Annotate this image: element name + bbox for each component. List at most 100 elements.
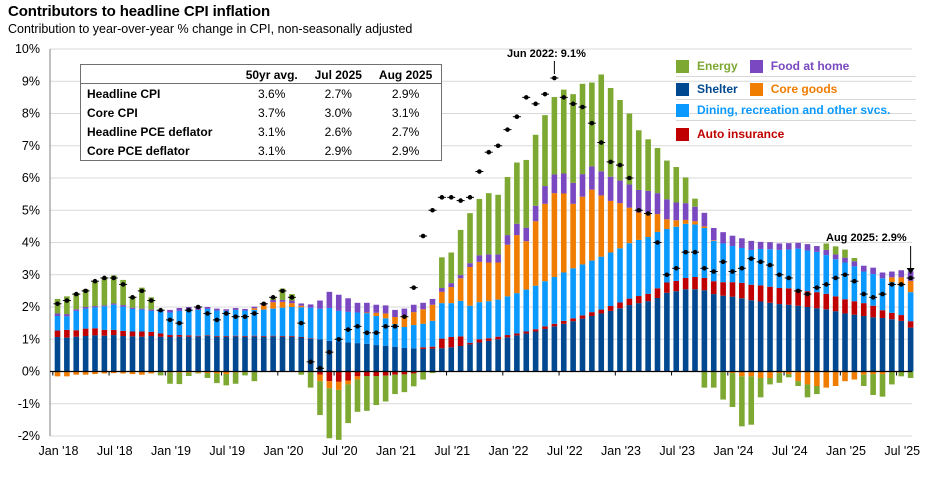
bar-segment-energy [795, 381, 801, 387]
axes [49, 49, 912, 436]
bar-segment-dining-recreation-and-other-svcs [110, 304, 117, 330]
bar-segment-core-goods [401, 315, 408, 327]
bar-segment-shelter [195, 336, 201, 372]
bar-segment-dining-recreation-and-other-svcs [598, 256, 605, 310]
bar-segment-food-at-home [523, 227, 530, 242]
y-tick-label: 3% [22, 268, 40, 282]
bar-segment-dining-recreation-and-other-svcs [270, 308, 276, 336]
bar-segment-shelter [251, 336, 258, 372]
stats-cell: 2.7% [391, 124, 420, 139]
bar-segment-auto-insurance [157, 333, 164, 337]
annotation-arrows [553, 61, 915, 274]
bar-segment-shelter [551, 326, 558, 372]
bar-segment-food-at-home [345, 298, 351, 312]
stats-cell: 2.6% [324, 124, 352, 139]
bar-segment-shelter [364, 343, 370, 372]
stats-cell: 2.7% [324, 86, 352, 101]
stats-row: Core CPI 3.7% 3.0% 3.1% [81, 103, 442, 122]
bar-segment-energy [607, 88, 614, 177]
bar-segment-auto-insurance [354, 371, 361, 377]
bar-segment-food-at-home [654, 193, 661, 215]
bar-segment-core-goods [429, 304, 436, 321]
stats-cell: 3.0% [324, 105, 352, 120]
bar-segment-shelter [382, 345, 389, 372]
bar-segment-food-at-home [889, 271, 895, 278]
legend-row: Energy Food at home [676, 56, 916, 77]
bar-segment-core-goods [139, 371, 145, 375]
y-tick-label: 9% [22, 74, 40, 88]
stats-row: Headline CPI 3.6% 2.7% 2.9% [81, 84, 442, 104]
y-tick-label: 6% [22, 171, 40, 185]
bar-segment-dining-recreation-and-other-svcs [860, 271, 867, 304]
bar-segment-auto-insurance [476, 339, 483, 343]
bar-segment-dining-recreation-and-other-svcs [617, 248, 623, 303]
bar-segment-energy [457, 229, 464, 276]
stats-row-label: Core PCE deflator [87, 143, 190, 158]
bar-segment-energy [448, 252, 455, 284]
bar-segment-auto-insurance [664, 282, 670, 293]
bar-segment-auto-insurance [842, 299, 848, 314]
bar-segment-dining-recreation-and-other-svcs [626, 243, 633, 299]
bar-segment-shelter [467, 344, 473, 372]
bar-segment-shelter [167, 336, 173, 372]
bar-segment-shelter [345, 342, 351, 372]
bar-segment-dining-recreation-and-other-svcs [64, 316, 70, 330]
bar-segment-auto-insurance [823, 293, 830, 310]
bar-segment-dining-recreation-and-other-svcs [439, 303, 445, 339]
bar-segment-shelter [860, 316, 867, 372]
bar-segment-food-at-home [410, 304, 417, 313]
bar-segment-shelter [842, 313, 848, 372]
bar-segment-food-at-home [739, 238, 745, 248]
x-axis-ticks: Jan '18 Jul '18 Jan '19 Jul '19 Jan '20 Jul '… [39, 371, 920, 458]
legend-row: Auto insurance [676, 124, 916, 144]
bar-segment-energy [626, 113, 633, 185]
bar-segment-food-at-home [589, 166, 595, 190]
bar-segment-shelter [532, 331, 539, 372]
bar-segment-core-goods [654, 214, 661, 232]
bar-segment-dining-recreation-and-other-svcs [420, 323, 426, 348]
bar-segment-core-goods [635, 212, 642, 240]
bar-segment-dining-recreation-and-other-svcs [139, 309, 145, 332]
bar-segment-energy [439, 257, 445, 288]
bar-segment-core-goods [101, 371, 108, 374]
bar-segment-food-at-home [420, 302, 426, 310]
bar-segment-auto-insurance [92, 328, 98, 336]
bar-segment-auto-insurance [345, 371, 351, 381]
bar-segment-auto-insurance [195, 335, 201, 337]
bar-segment-dining-recreation-and-other-svcs [289, 307, 295, 337]
bar-segment-energy [757, 377, 764, 398]
bar-segment-energy [814, 386, 820, 395]
bar-segment-food-at-home [757, 241, 764, 249]
bar-segment-shelter [560, 323, 567, 372]
bar-segment-energy [645, 139, 651, 191]
bar-segment-food-at-home [514, 223, 520, 236]
bar-segment-energy [889, 371, 895, 385]
bar-segment-core-goods [570, 203, 576, 269]
bar-segment-dining-recreation-and-other-svcs [382, 318, 389, 346]
bar-segment-food-at-home [635, 189, 642, 213]
stats-cell: 3.1% [391, 105, 420, 120]
bar-segment-auto-insurance [439, 338, 445, 349]
bar-segment-core-goods [692, 221, 698, 225]
bar-segment-auto-insurance [467, 342, 473, 345]
bar-segment-core-goods [54, 371, 61, 377]
bar-segment-food-at-home [354, 302, 361, 313]
bar-segment-auto-insurance [64, 329, 70, 338]
bar-segment-shelter [317, 339, 323, 372]
bar-segment-shelter [617, 308, 623, 372]
x-tick-label: Jul '22 [547, 444, 583, 458]
bar-segment-shelter [570, 321, 576, 372]
bar-segment-shelter [598, 313, 605, 372]
bar-segment-shelter [710, 294, 717, 372]
latest-annotation: Aug 2025: 2.9% [826, 232, 907, 244]
bar-segment-core-goods [260, 305, 267, 310]
bar-segment-core-goods [382, 313, 389, 319]
bar-segment-shelter [767, 302, 773, 372]
bar-segment-energy [617, 99, 623, 181]
bar-segment-shelter [110, 335, 117, 372]
bar-segment-shelter [476, 342, 483, 372]
bar-segment-energy [570, 94, 576, 183]
bar-segment-food-at-home [664, 199, 670, 220]
bar-segment-dining-recreation-and-other-svcs [223, 310, 230, 337]
bar-segment-energy [654, 148, 661, 194]
